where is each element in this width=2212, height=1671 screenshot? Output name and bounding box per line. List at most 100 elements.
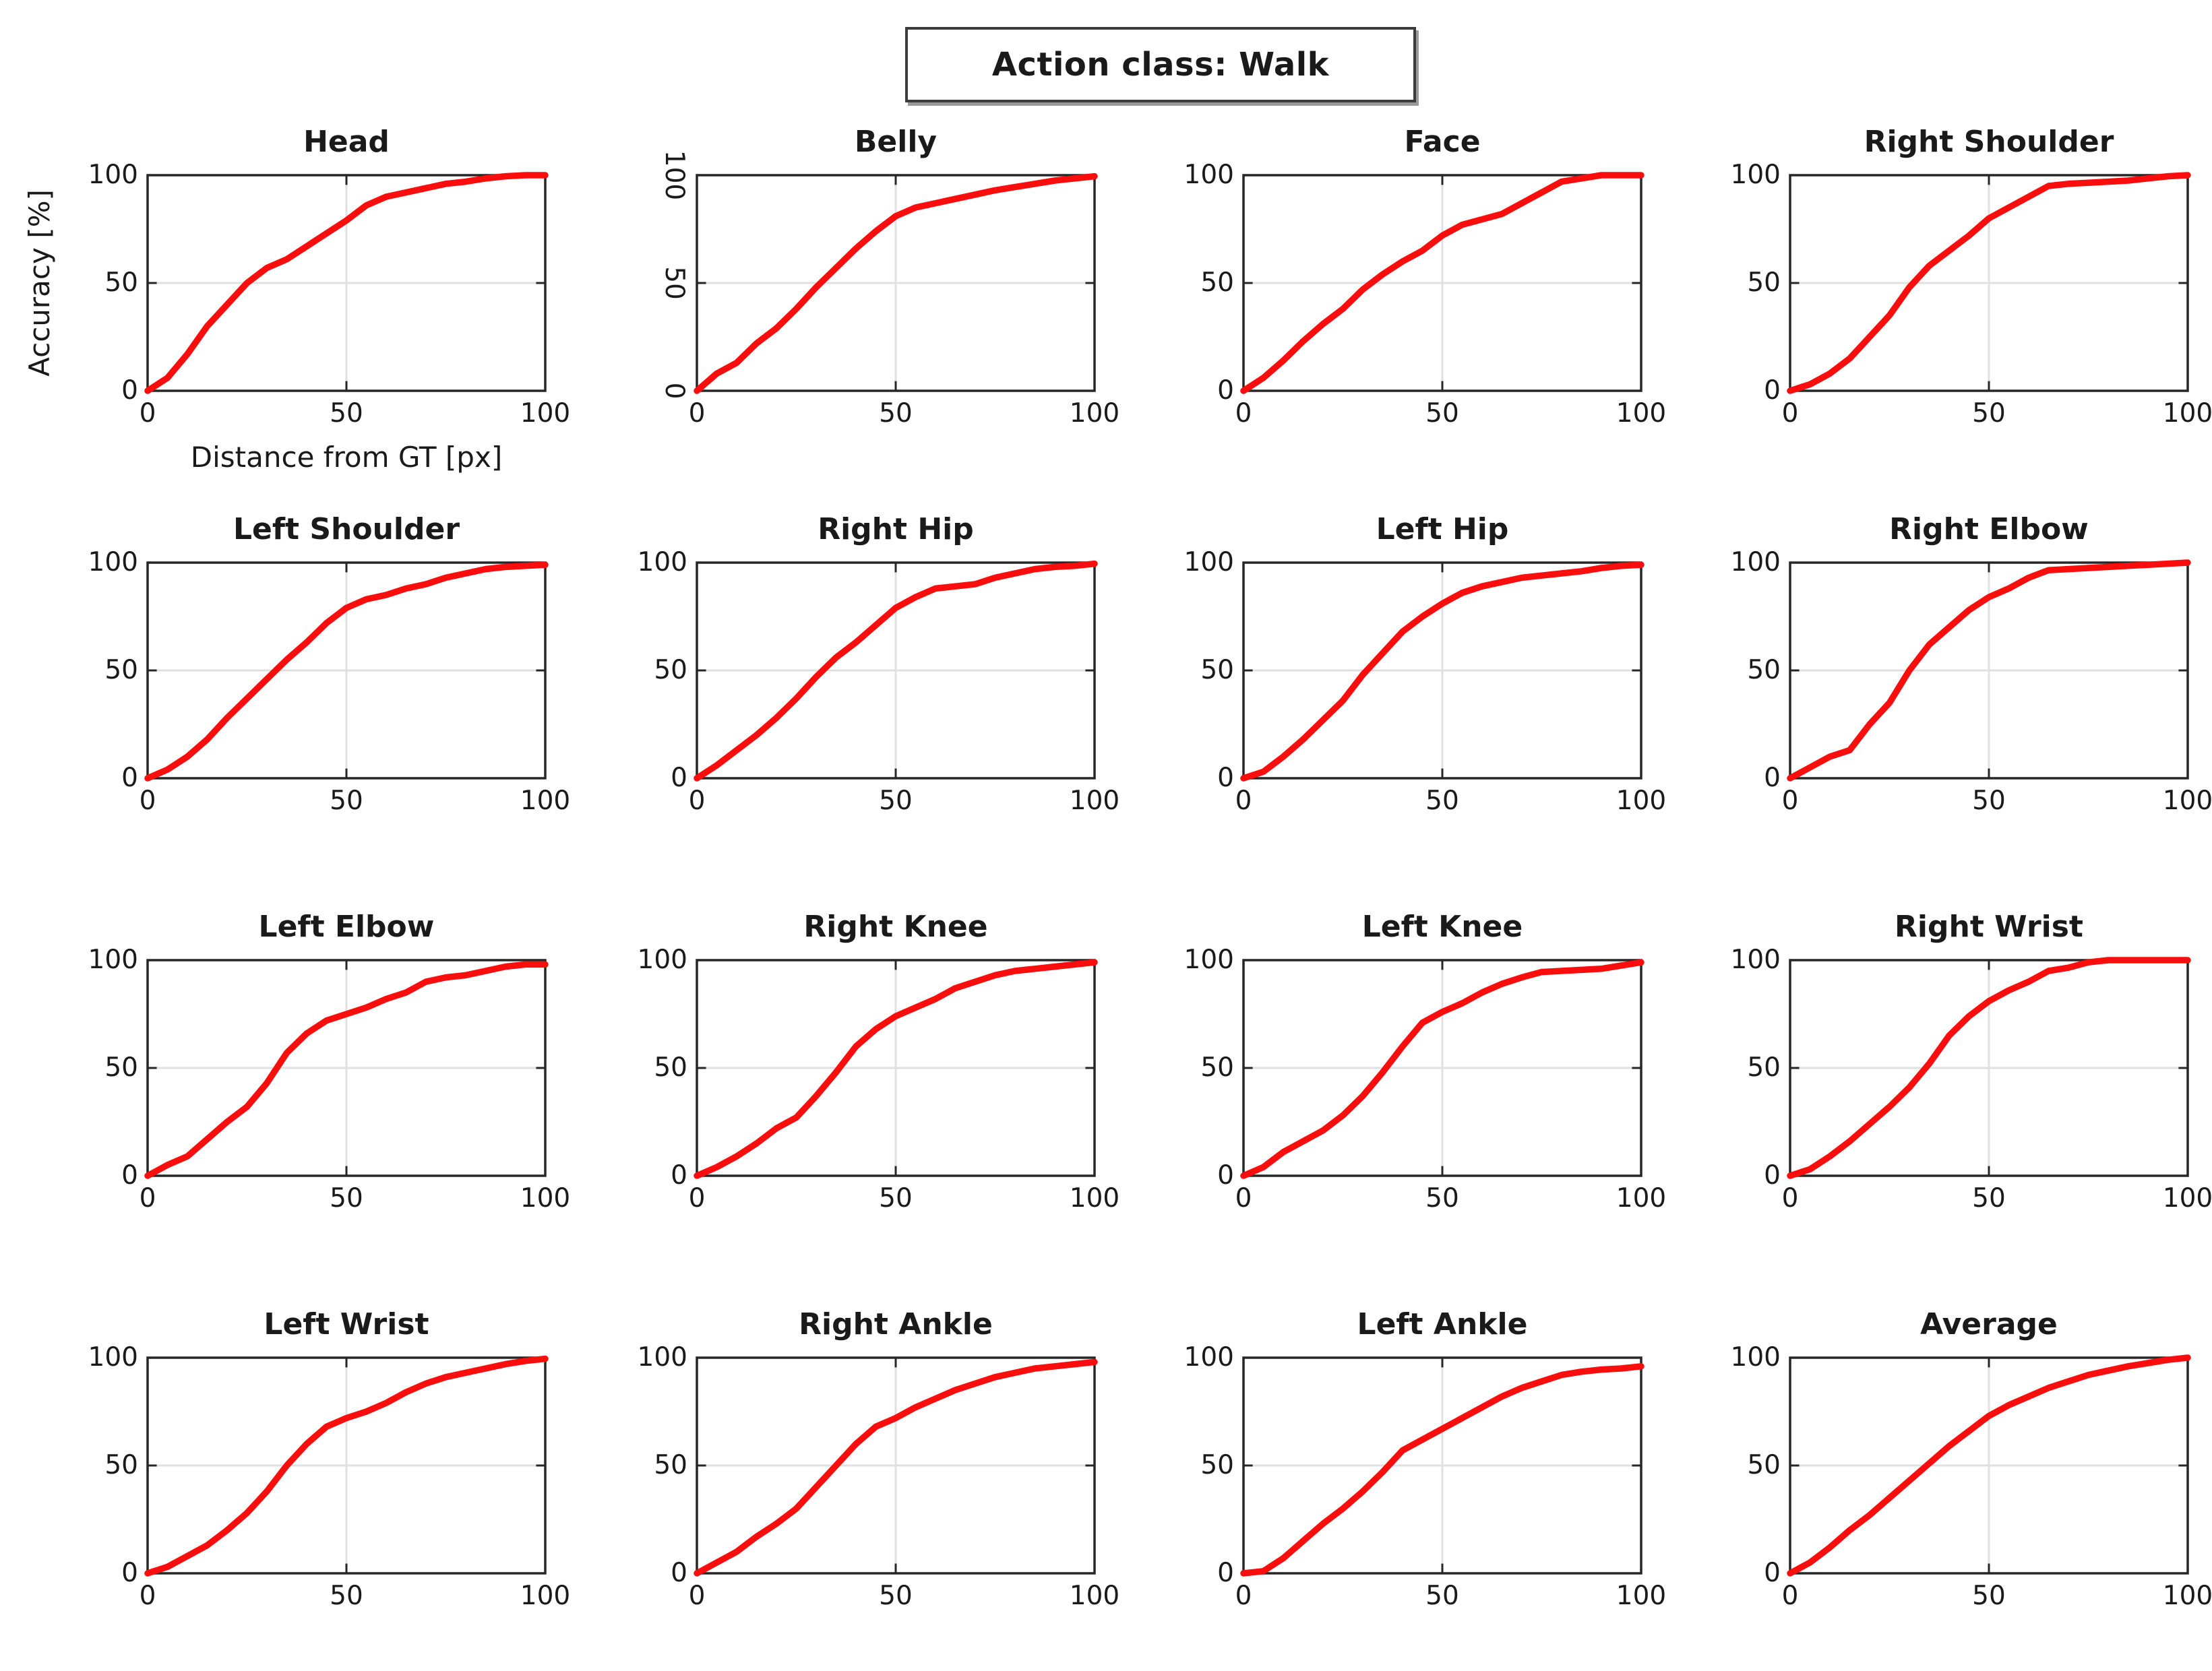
y-tick-label: 50: [654, 1052, 687, 1083]
x-tick-label: 50: [879, 1183, 913, 1213]
x-tick-label: 0: [688, 1183, 706, 1213]
y-tick-label: 0: [671, 1558, 687, 1588]
subplot-left-knee: Left Knee 100 50 0 0 50 100: [1142, 910, 1667, 1273]
axes-box: [148, 960, 545, 1176]
y-tick-label: 0: [1217, 1558, 1234, 1588]
x-tick-label: 0: [1781, 786, 1799, 816]
accuracy-curve: [697, 564, 1095, 778]
accuracy-curve: [697, 962, 1095, 1176]
figure-title: Action class: Walk: [991, 46, 1330, 84]
axes-box: [697, 960, 1095, 1176]
plot-area: [1243, 175, 1641, 391]
y-tick-label: 100: [1184, 1342, 1234, 1373]
y-tick-label: 0: [121, 1160, 138, 1191]
subplot-left-elbow: Left Elbow 100 50 0 0 50 100: [47, 910, 571, 1273]
axes-box: [697, 1358, 1095, 1573]
accuracy-curve: [148, 565, 545, 778]
plot-area: [1243, 563, 1641, 778]
accuracy-curve: [1243, 175, 1641, 391]
axes-box: [697, 563, 1095, 778]
x-tick-label: 50: [330, 1581, 363, 1611]
subplot-title: Left Hip: [1376, 512, 1509, 546]
y-tick-label: 0: [121, 763, 138, 793]
subplot-left-hip: Left Hip 100 50 0 0 50 100: [1142, 512, 1667, 876]
subplot-title: Belly: [854, 125, 938, 159]
y-tick-label: 0: [671, 1160, 687, 1191]
subplot-title: Left Ankle: [1357, 1307, 1528, 1342]
x-tick-label: 50: [1972, 398, 2006, 429]
plot-area: [148, 175, 545, 391]
accuracy-curve: [148, 1359, 545, 1573]
y-tick-label: 50: [659, 266, 689, 300]
subplot-title: Head: [303, 125, 390, 159]
axes-box: [1243, 175, 1641, 391]
y-tick-label: 50: [1747, 1450, 1781, 1480]
subplot-left-ankle: Left Ankle 100 50 0 0 50 100: [1142, 1307, 1667, 1671]
axes-box: [1790, 1358, 2188, 1573]
accuracy-curve: [1790, 175, 2188, 391]
axes-box: [148, 563, 545, 778]
y-tick-label: 100: [88, 547, 138, 577]
y-tick-label: 50: [104, 1450, 138, 1480]
y-tick-label: 100: [88, 945, 138, 975]
accuracy-curve: [1243, 1366, 1641, 1573]
x-tick-label: 0: [1781, 1183, 1799, 1213]
subplot-head: Head Accuracy [%] 100 50 0 0 50 100 Dist…: [23, 125, 570, 488]
x-tick-label: 100: [520, 1581, 571, 1611]
x-tick-label: 50: [1425, 1183, 1459, 1213]
plot-area: [697, 1358, 1095, 1573]
x-tick-label: 0: [1235, 398, 1252, 429]
x-tick-label: 100: [520, 398, 571, 429]
plot-area: [1790, 175, 2188, 391]
accuracy-curve: [148, 175, 545, 391]
y-tick-label: 100: [637, 1342, 687, 1373]
x-tick-label: 100: [1616, 786, 1667, 816]
x-tick-label: 50: [1972, 1581, 2006, 1611]
y-tick-label: 0: [121, 375, 138, 406]
plot-area: [148, 1358, 545, 1573]
x-tick-label: 0: [688, 1581, 706, 1611]
y-tick-label: 100: [1730, 547, 1781, 577]
subplot-right-shoulder: Right Shoulder 100 50 0 0 50 100: [1689, 125, 2212, 488]
x-tick-label: 50: [330, 1183, 363, 1213]
subplot-title: Right Hip: [818, 512, 974, 546]
plot-area: [1790, 563, 2188, 778]
accuracy-curve: [1790, 960, 2188, 1176]
figure-title-box: Action class: Walk: [905, 27, 1416, 102]
x-tick-label: 50: [1972, 1183, 2006, 1213]
x-tick-label: 100: [1616, 398, 1667, 429]
accuracy-curve: [148, 964, 545, 1176]
y-tick-label: 100: [1184, 547, 1234, 577]
subplot-title: Face: [1404, 125, 1481, 159]
plot-area: [148, 960, 545, 1176]
x-tick-label: 100: [2162, 398, 2212, 429]
y-tick-label: 0: [671, 763, 687, 793]
subplot-title: Left Wrist: [264, 1307, 429, 1342]
plot-area: [697, 175, 1095, 391]
axes-box: [1243, 960, 1641, 1176]
y-tick-label: 0: [1217, 375, 1234, 406]
subplot-title: Right Ankle: [799, 1307, 993, 1342]
subplot-right-wrist: Right Wrist 100 50 0 0 50 100: [1689, 910, 2212, 1273]
y-tick-label: 50: [1747, 1052, 1781, 1083]
x-tick-label: 0: [1781, 398, 1799, 429]
x-tick-label: 0: [139, 1581, 156, 1611]
y-tick-label: 50: [104, 1052, 138, 1083]
x-tick-label: 50: [1425, 786, 1459, 816]
axes-box: [148, 175, 545, 391]
y-tick-label: 100: [1184, 160, 1234, 190]
y-tick-label: 100: [88, 1342, 138, 1373]
x-tick-label: 0: [1235, 1183, 1252, 1213]
x-tick-label: 50: [1972, 786, 2006, 816]
y-tick-label: 50: [654, 1450, 687, 1480]
x-tick-label: 0: [1781, 1581, 1799, 1611]
axes-box: [1243, 1358, 1641, 1573]
plot-area: [1790, 960, 2188, 1176]
plot-area: [697, 960, 1095, 1176]
subplot-face: Face 100 50 0 0 50 100: [1142, 125, 1667, 488]
x-tick-label: 100: [1616, 1581, 1667, 1611]
accuracy-curve: [697, 1362, 1095, 1573]
plot-area: [1243, 1358, 1641, 1573]
y-tick-label: 100: [637, 547, 687, 577]
axes-box: [148, 1358, 545, 1573]
